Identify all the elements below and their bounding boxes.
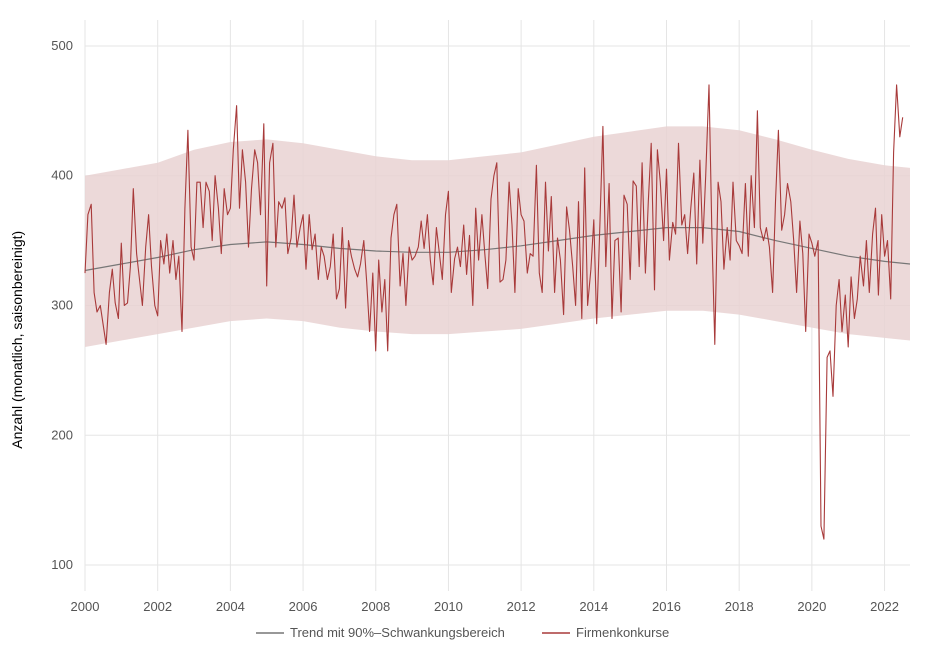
y-tick-label: 400: [51, 168, 73, 183]
y-tick-label: 500: [51, 38, 73, 53]
x-tick-label: 2008: [361, 599, 390, 614]
y-tick-label: 300: [51, 298, 73, 313]
bankruptcies-chart: 100 200 300 400 500 2000 2002 2004 2006 2008 2010…: [0, 0, 930, 651]
x-tick-label: 2016: [652, 599, 681, 614]
x-tick-label: 2020: [797, 599, 826, 614]
confidence-band: [85, 126, 910, 347]
legend: Trend mit 90%–Schwankungsbereich Firmenko…: [256, 625, 669, 640]
x-tick-label: 2010: [434, 599, 463, 614]
x-tick-label: 2018: [725, 599, 754, 614]
y-tick-label: 100: [51, 557, 73, 572]
x-tick-label: 2004: [216, 599, 245, 614]
legend-label: Trend mit 90%–Schwankungsbereich: [290, 625, 505, 640]
x-tick-label: 2014: [579, 599, 608, 614]
legend-label: Firmenkonkurse: [576, 625, 669, 640]
x-tick-label: 2000: [71, 599, 100, 614]
x-tick-label: 2012: [507, 599, 536, 614]
x-tick-label: 2002: [143, 599, 172, 614]
y-tick-label: 200: [51, 427, 73, 442]
y-axis-title: Anzahl (monatlich, saisonbereinigt): [9, 231, 25, 449]
x-tick-label: 2006: [289, 599, 318, 614]
x-tick-label: 2022: [870, 599, 899, 614]
